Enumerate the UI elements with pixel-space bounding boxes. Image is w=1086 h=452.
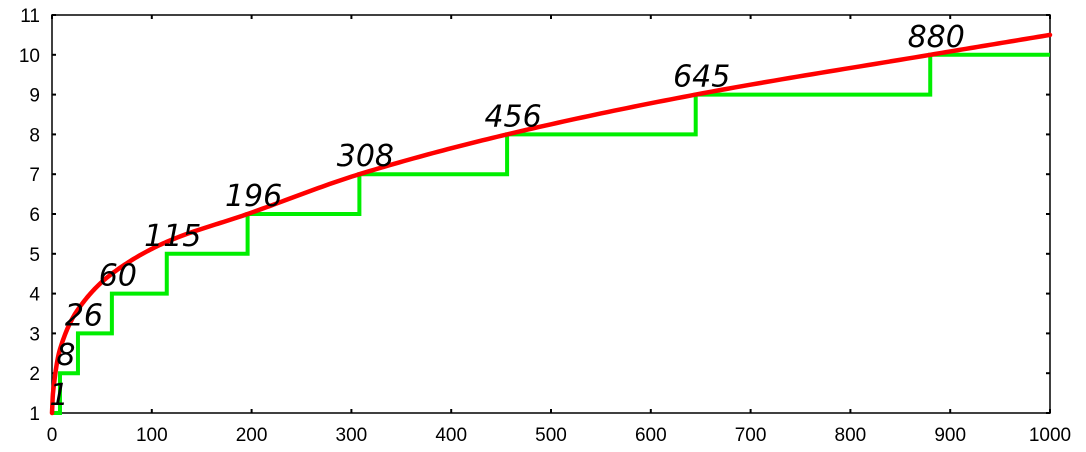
breakpoint-label: 196: [225, 179, 282, 214]
step-series-line: [52, 52, 1050, 415]
x-tick-label: 100: [136, 425, 168, 446]
breakpoint-label: 308: [337, 139, 394, 174]
x-tick-label: 1000: [1029, 425, 1071, 446]
x-tick-label: 800: [835, 425, 867, 446]
breakpoint-label: 880: [908, 20, 965, 55]
x-tick-label: 700: [735, 425, 767, 446]
y-tick-label: 10: [19, 46, 40, 67]
y-tick-label: 6: [29, 205, 40, 226]
breakpoint-label: 26: [65, 298, 103, 333]
series-layer: [49, 32, 1053, 416]
x-tick-label: 300: [336, 425, 368, 446]
y-tick-label: 9: [29, 86, 40, 107]
x-tick-label: 900: [934, 425, 966, 446]
y-tick-label: 1: [29, 404, 40, 425]
breakpoint-label: 645: [673, 60, 730, 95]
x-tick-label: 0: [47, 425, 58, 446]
breakpoint-label: 456: [484, 99, 541, 134]
x-tick-label: 600: [635, 425, 667, 446]
x-tick-label: 200: [236, 425, 268, 446]
breakpoint-label: 115: [144, 219, 201, 254]
y-tick-label: 2: [29, 364, 40, 385]
x-tick-label: 400: [435, 425, 467, 446]
x-tick-label: 500: [535, 425, 567, 446]
y-tick-label: 3: [29, 324, 40, 345]
y-tick-label: 8: [29, 125, 40, 146]
curve-series-line: [49, 32, 1053, 416]
x-axis-ticks: 0 100 200 300 400 500 600 700 800 900 1000: [47, 15, 1071, 446]
breakpoint-label: 60: [99, 259, 137, 294]
y-tick-label: 4: [29, 285, 40, 306]
breakpoint-label: 8: [56, 338, 75, 373]
y-tick-label: 5: [29, 245, 40, 266]
y-tick-label: 7: [29, 165, 40, 186]
breakpoint-label: 1: [49, 378, 68, 413]
y-tick-label: 11: [20, 6, 40, 27]
plot-area-border: [51, 14, 1051, 414]
